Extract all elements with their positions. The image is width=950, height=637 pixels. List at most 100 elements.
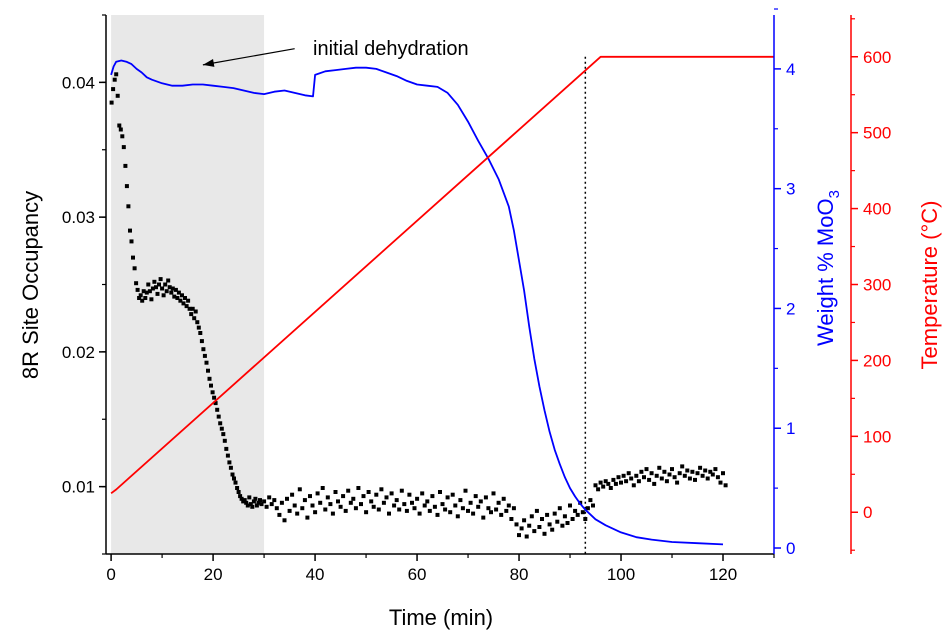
x-tick-label-80: 80 [510, 565, 529, 584]
data-point-258 [667, 472, 672, 477]
data-point-60 [201, 347, 206, 352]
data-point-229 [593, 483, 598, 488]
data-point-24 [146, 282, 151, 287]
data-point-134 [351, 496, 356, 501]
data-point-176 [458, 498, 463, 503]
data-point-30 [155, 291, 160, 296]
data-point-241 [624, 479, 629, 484]
data-point-203 [527, 523, 532, 528]
data-point-240 [621, 473, 626, 478]
y-right2-tick-label: 0 [863, 503, 872, 522]
data-point-131 [343, 508, 348, 513]
data-point-8 [121, 145, 126, 150]
data-point-257 [664, 479, 669, 484]
data-point-9 [123, 163, 128, 168]
data-point-83 [236, 490, 241, 494]
data-point-261 [675, 480, 680, 485]
data-point-21 [141, 289, 146, 294]
data-point-252 [652, 481, 657, 486]
y-right1-tick-label: 1 [786, 419, 795, 438]
data-point-16 [134, 281, 139, 286]
data-point-94 [253, 496, 258, 501]
data-point-277 [715, 475, 720, 480]
data-point-246 [636, 479, 641, 484]
data-point-138 [361, 494, 366, 499]
data-point-84 [238, 494, 243, 499]
data-point-107 [282, 518, 287, 523]
data-point-42 [173, 287, 178, 292]
data-point-243 [629, 476, 634, 481]
data-point-110 [290, 492, 295, 497]
data-point-279 [721, 471, 725, 476]
x-tick-label-40: 40 [306, 565, 325, 584]
y-right2-tick-label: 200 [863, 351, 891, 370]
data-point-175 [455, 514, 460, 519]
x-tick-label-100: 100 [607, 565, 635, 584]
data-point-36 [164, 289, 169, 294]
data-point-236 [611, 477, 616, 482]
data-point-248 [642, 475, 646, 480]
data-point-189 [491, 491, 496, 496]
data-point-13 [129, 239, 134, 244]
data-point-263 [680, 464, 685, 469]
data-point-106 [279, 500, 284, 505]
data-point-133 [348, 500, 353, 505]
data-point-123 [323, 507, 328, 512]
data-point-113 [297, 487, 302, 492]
data-point-269 [695, 471, 700, 476]
data-point-50 [186, 298, 191, 303]
data-point-278 [718, 480, 723, 485]
data-point-96 [256, 500, 261, 505]
data-point-161 [420, 491, 425, 496]
data-point-270 [698, 465, 703, 470]
data-point-100 [264, 504, 269, 509]
data-point-242 [626, 471, 631, 476]
data-point-5 [117, 123, 122, 128]
data-point-22 [143, 296, 148, 300]
data-point-199 [517, 533, 521, 538]
data-point-68 [213, 401, 218, 406]
data-point-79 [230, 472, 235, 477]
data-point-205 [532, 529, 537, 534]
data-point-38 [167, 285, 172, 290]
data-point-165 [430, 494, 435, 499]
data-point-88 [244, 500, 249, 505]
data-point-19 [138, 293, 143, 298]
data-point-7 [120, 134, 125, 139]
data-point-276 [713, 467, 718, 472]
data-point-182 [473, 494, 478, 499]
data-point-126 [330, 511, 335, 516]
data-point-271 [700, 473, 705, 478]
data-point-235 [608, 486, 613, 490]
data-point-181 [471, 511, 476, 516]
data-point-76 [225, 453, 230, 458]
data-point-201 [522, 518, 527, 523]
data-point-197 [511, 506, 516, 511]
data-point-125 [328, 502, 333, 507]
data-point-160 [417, 511, 422, 516]
data-point-196 [509, 517, 514, 521]
data-point-119 [313, 510, 318, 515]
data-point-273 [705, 476, 710, 481]
data-point-184 [478, 499, 483, 504]
data-point-62 [204, 360, 209, 365]
data-point-140 [366, 490, 371, 494]
data-point-214 [555, 519, 560, 524]
data-point-192 [499, 512, 504, 517]
x-tick-label-20: 20 [204, 565, 223, 584]
data-point-265 [685, 468, 690, 473]
data-point-93 [251, 499, 256, 504]
data-point-112 [295, 511, 300, 516]
data-point-136 [356, 486, 361, 490]
data-point-4 [115, 93, 120, 98]
data-point-111 [292, 503, 297, 508]
data-point-120 [315, 491, 320, 496]
y-right2-axis-title: Temperature (°C) [917, 201, 942, 370]
data-point-118 [310, 503, 315, 508]
series-occupancy-points [109, 72, 728, 539]
data-point-227 [588, 498, 593, 503]
data-point-108 [285, 496, 289, 501]
data-point-187 [486, 506, 491, 511]
series-layer [109, 55, 774, 554]
y-right1-axis-title: Weight % MoO3 [813, 190, 843, 346]
